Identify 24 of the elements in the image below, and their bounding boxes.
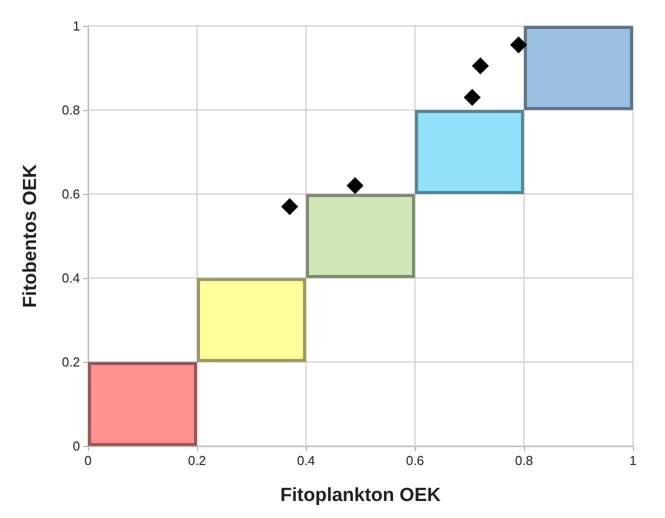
x-tick-label: 0.8 (514, 453, 534, 468)
bar (88, 362, 197, 446)
point (346, 177, 364, 194)
y-tick-label: 0.4 (62, 270, 80, 286)
y-tick-label: 0.8 (62, 102, 80, 118)
x-axis-title: Fitoplankton OEK (280, 485, 441, 506)
y-tick-label: 1 (72, 18, 80, 34)
x-tick-label: 0.6 (406, 453, 424, 468)
y-tick-label: 0 (72, 438, 80, 454)
y-tick-label: 0.6 (62, 186, 80, 202)
x-tick-label: 0 (84, 453, 92, 468)
point (281, 198, 298, 216)
x-tick-label: 0.4 (296, 453, 316, 468)
x-tick-label: 1 (629, 453, 637, 468)
point (472, 57, 489, 74)
bar (415, 110, 524, 194)
point (464, 88, 481, 106)
bar (524, 26, 633, 110)
bar (197, 278, 306, 362)
y-tick-label: 0.2 (62, 354, 80, 370)
point (510, 36, 528, 54)
y-axis-title: Fitobentos OEK (20, 164, 41, 308)
x-tick-label: 0.2 (188, 453, 206, 468)
bar (306, 194, 415, 278)
